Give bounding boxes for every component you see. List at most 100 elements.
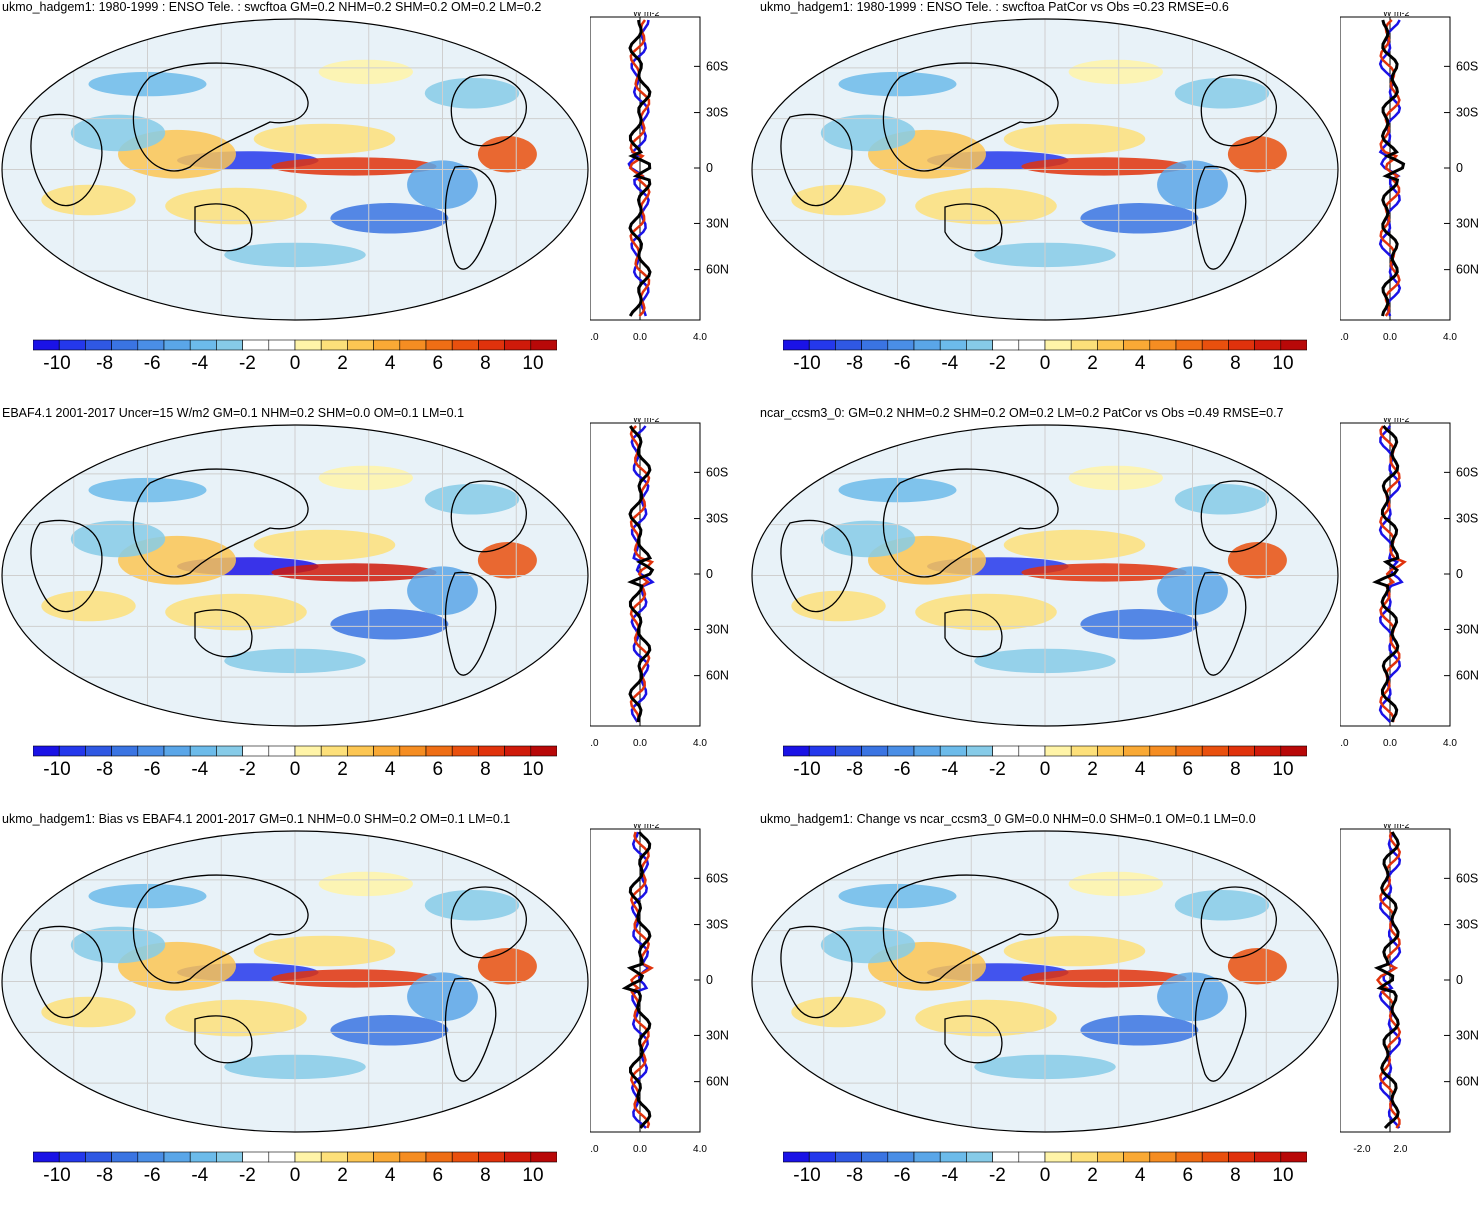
colorbar-swatch: [913, 339, 941, 351]
anomaly-region: [1068, 465, 1163, 491]
world-map: [1, 424, 589, 727]
anomaly-region: [271, 969, 437, 988]
colorbar-label: 2: [1087, 759, 1098, 780]
coastline: [780, 519, 853, 613]
colorbar-swatch: [1280, 1151, 1307, 1163]
colorbar-label: 6: [1182, 759, 1194, 780]
colorbar-swatch: [399, 1151, 427, 1163]
colorbar-labels: -10 -8 -6 -4 -2 0 2 4 6 8 10: [33, 759, 557, 783]
x-tick-label: 0.0: [1383, 738, 1397, 749]
colorbar-label: 0: [1039, 353, 1051, 374]
colorbar-swatch: [530, 339, 557, 351]
colorbar-swatch: [1097, 1151, 1124, 1163]
colorbar-swatch: [1228, 745, 1255, 757]
anomaly-region: [165, 187, 307, 225]
colorbar-label: 8: [480, 759, 491, 780]
anomaly-region: [253, 935, 396, 967]
latitude-label: 60S: [706, 59, 728, 73]
anomaly-region: [820, 114, 916, 152]
colorbar-swatch: [966, 745, 993, 757]
colorbar-swatch: [1228, 339, 1255, 351]
anomaly-region: [791, 996, 886, 1028]
latitude-label: 60S: [1456, 465, 1478, 479]
map-panel: ukmo_hadgem1: 1980-1999 : ENSO Tele. : s…: [0, 0, 740, 400]
coastline: [1200, 74, 1277, 147]
zonal-mean-line: [1375, 831, 1402, 1129]
anomaly-region: [165, 999, 307, 1037]
colorbar-label: -8: [846, 1165, 864, 1186]
coastline: [450, 480, 527, 553]
anomaly-region: [70, 926, 166, 964]
zonal-mean-line: [1379, 19, 1401, 317]
zonal-mean-line: [1380, 19, 1406, 317]
colorbar-swatch: [913, 1151, 941, 1163]
latitude-label: 30S: [1456, 106, 1478, 120]
anomaly-region: [253, 123, 396, 155]
colorbar-swatch: [1175, 339, 1203, 351]
latitude-label: 30S: [706, 106, 728, 120]
colorbar: [783, 1151, 1307, 1163]
colorbar-swatch: [268, 745, 296, 757]
latitude-label: 60N: [1456, 669, 1479, 683]
colorbar-swatch: [783, 745, 810, 757]
latitude-label: 0: [706, 973, 713, 987]
colorbar-swatch: [268, 1151, 296, 1163]
colorbar-swatch: [1280, 745, 1307, 757]
latitude-label: 0: [1456, 567, 1463, 581]
x-tick-label: -4.0: [590, 1144, 599, 1155]
anomaly-region: [791, 184, 886, 216]
panel-title: ukmo_hadgem1: Bias vs EBAF4.1 2001-2017 …: [2, 812, 511, 826]
colorbar-label: -2: [988, 1165, 1006, 1186]
unit-label: W m-2: [633, 418, 660, 424]
colorbar-swatch: [1018, 339, 1046, 351]
colorbar-swatch: [320, 339, 348, 351]
coastline: [1200, 480, 1277, 553]
colorbar-label: 10: [1272, 1165, 1294, 1186]
colorbar-swatch: [808, 745, 836, 757]
latitude-label: 30S: [1456, 512, 1478, 526]
colorbar-swatch: [1044, 745, 1072, 757]
latitude-label: 30S: [706, 512, 728, 526]
plot-frame: [590, 828, 701, 1133]
anomaly-region: [1021, 563, 1187, 582]
colorbar-swatch: [451, 1151, 479, 1163]
map-panel: EBAF4.1 2001-2017 Uncer=15 W/m2 GM=0.1 N…: [0, 406, 740, 806]
colorbar-swatch: [1201, 1151, 1229, 1163]
colorbar-label: -8: [846, 759, 864, 780]
colorbar-swatch: [137, 1151, 165, 1163]
latitude-label: 30N: [706, 622, 729, 636]
colorbar-label: 4: [1134, 1165, 1146, 1186]
colorbar-label: 6: [432, 759, 444, 780]
colorbar-labels: -10 -8 -6 -4 -2 0 2 4 6 8 10: [33, 353, 557, 377]
coastline: [444, 165, 497, 270]
anomaly-region: [253, 529, 396, 561]
colorbar-swatch: [783, 339, 810, 351]
anomaly-region: [1080, 203, 1199, 234]
colorbar-swatch: [451, 339, 479, 351]
colorbar-swatch: [887, 745, 915, 757]
zonal-mean-line: [627, 425, 655, 723]
colorbar-swatch: [1149, 339, 1177, 351]
zonal-mean-line: [629, 831, 655, 1129]
coastline: [450, 74, 527, 147]
colorbar-label: 10: [522, 1165, 544, 1186]
coastline: [30, 925, 103, 1019]
coastline: [30, 519, 103, 613]
colorbar-swatch: [1201, 339, 1229, 351]
colorbar-swatch: [242, 1151, 270, 1163]
colorbar-swatch: [966, 339, 993, 351]
panel-title: ukmo_hadgem1: 1980-1999 : ENSO Tele. : s…: [2, 0, 542, 14]
colorbar: [783, 745, 1307, 757]
colorbar-swatch: [85, 1151, 112, 1163]
anomaly-region: [1003, 935, 1146, 967]
colorbar-swatch: [1280, 339, 1307, 351]
colorbar: [33, 339, 557, 351]
colorbar-label: 4: [384, 353, 396, 374]
colorbar-swatch: [1254, 745, 1282, 757]
colorbar-labels: -10 -8 -6 -4 -2 0 2 4 6 8 10: [783, 353, 1307, 377]
colorbar-swatch: [478, 339, 505, 351]
anomaly-region: [1227, 541, 1287, 579]
anomaly-region: [1174, 78, 1270, 109]
colorbar-label: -10: [43, 1165, 71, 1186]
x-tick-label: -4.0: [1340, 332, 1349, 343]
